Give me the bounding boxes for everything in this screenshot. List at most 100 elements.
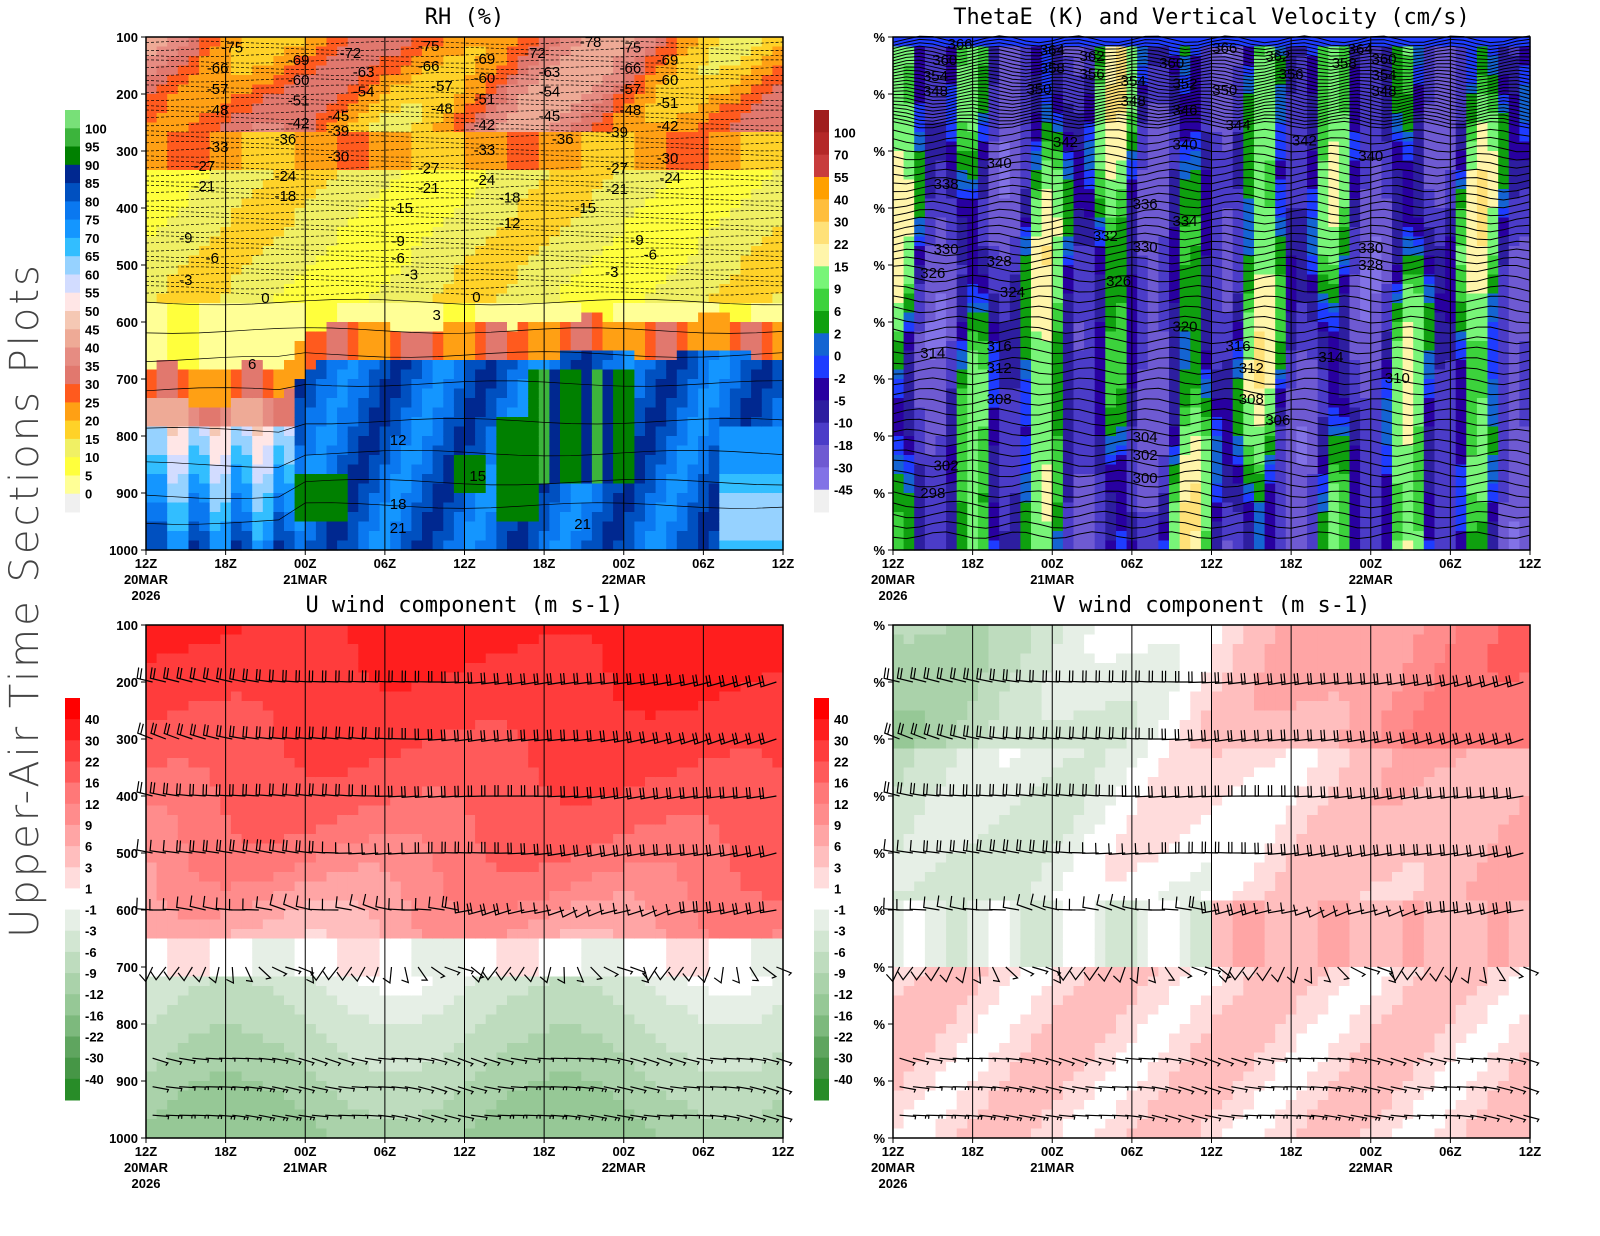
- field-cell: [988, 160, 1000, 171]
- field-cell: [400, 322, 412, 333]
- field-cell: [507, 312, 519, 323]
- field-cell: [1105, 379, 1117, 390]
- field-cell: [262, 122, 274, 133]
- field-cell: [1052, 94, 1064, 105]
- field-cell: [1105, 512, 1117, 523]
- field-cell: [924, 322, 937, 333]
- field-cell: [549, 37, 561, 48]
- field-cell: [560, 84, 572, 95]
- field-cell: [305, 521, 317, 532]
- field-cell: [294, 341, 306, 352]
- field-cell: [655, 189, 667, 200]
- field-cell: [199, 274, 211, 285]
- field-cell: [751, 284, 763, 295]
- field-cell: [772, 293, 784, 304]
- field-cell: [241, 56, 253, 67]
- field-cell: [729, 512, 742, 523]
- field-cell: [666, 236, 678, 247]
- field-cell: [634, 322, 646, 333]
- field-cell: [772, 84, 784, 95]
- field-cell: [977, 255, 990, 266]
- field-cell: [645, 369, 657, 380]
- field-cell: [570, 512, 582, 523]
- field-cell: [761, 483, 773, 494]
- field-cell: [1105, 455, 1117, 466]
- field-cell: [252, 341, 264, 352]
- field-cell: [1179, 113, 1191, 124]
- field-cell: [1073, 84, 1085, 95]
- contour-label: -27: [194, 158, 216, 175]
- field-cell: [177, 122, 189, 133]
- field-cell: [326, 198, 338, 209]
- field-cell: [729, 341, 742, 352]
- field-cell: [655, 255, 667, 266]
- field-cell: [252, 398, 264, 409]
- field-cell: [935, 388, 947, 399]
- field-cell: [496, 445, 508, 456]
- field-cell: [1031, 217, 1043, 228]
- field-cell: [1116, 122, 1128, 133]
- contour-label: -3: [405, 267, 418, 284]
- field-cell: [1147, 436, 1159, 447]
- field-cell: [1020, 236, 1032, 247]
- field-cell: [262, 284, 274, 295]
- field-cell: [262, 132, 274, 143]
- field-cell: [613, 379, 625, 390]
- field-cell: [719, 75, 731, 86]
- field-cell: [305, 312, 317, 323]
- field-cell: [1169, 464, 1181, 475]
- field-cell: [337, 360, 349, 371]
- field-cell: [337, 350, 349, 361]
- field-cell: [1169, 265, 1181, 276]
- field-cell: [1137, 531, 1149, 542]
- field-cell: [1147, 227, 1159, 238]
- field-cell: [326, 94, 338, 105]
- field-cell: [305, 360, 317, 371]
- field-cell: [262, 170, 274, 181]
- field-cell: [528, 265, 540, 276]
- field-cell: [347, 56, 359, 67]
- field-cell: [1073, 464, 1085, 475]
- field-cell: [999, 493, 1011, 504]
- field-cell: [1137, 217, 1149, 228]
- field-cell: [146, 132, 158, 143]
- field-cell: [294, 94, 306, 105]
- field-cell: [230, 322, 243, 333]
- field-cell: [273, 113, 285, 124]
- field-cell: [977, 160, 990, 171]
- field-cell: [1062, 369, 1075, 380]
- field-cell: [284, 46, 296, 57]
- field-cell: [443, 208, 455, 219]
- field-cell: [1084, 502, 1096, 513]
- field-cell: [1094, 265, 1106, 276]
- field-cell: [1073, 236, 1085, 247]
- field-cell: [1158, 436, 1170, 447]
- field-cell: [347, 521, 359, 532]
- field-cell: [177, 208, 189, 219]
- field-cell: [485, 189, 497, 200]
- field-cell: [591, 388, 604, 399]
- contour-label: -36: [275, 131, 297, 148]
- field-cell: [156, 84, 168, 95]
- field-cell: [188, 350, 200, 361]
- field-cell: [988, 369, 1000, 380]
- field-cell: [1084, 274, 1096, 285]
- field-cell: [676, 65, 688, 76]
- field-cell: [315, 445, 328, 456]
- field-cell: [167, 521, 179, 532]
- field-cell: [453, 236, 466, 247]
- field-cell: [252, 208, 264, 219]
- field-cell: [464, 75, 476, 86]
- field-cell: [209, 103, 221, 114]
- field-cell: [772, 179, 784, 190]
- field-cell: [666, 46, 678, 57]
- field-cell: [549, 46, 561, 57]
- field-cell: [1020, 493, 1032, 504]
- field-cell: [326, 151, 338, 162]
- field-cell: [262, 56, 274, 67]
- field-cell: [1105, 502, 1117, 513]
- field-cell: [1179, 417, 1191, 428]
- field-cell: [209, 521, 221, 532]
- contour-label: -24: [659, 170, 681, 187]
- field-cell: [924, 331, 937, 342]
